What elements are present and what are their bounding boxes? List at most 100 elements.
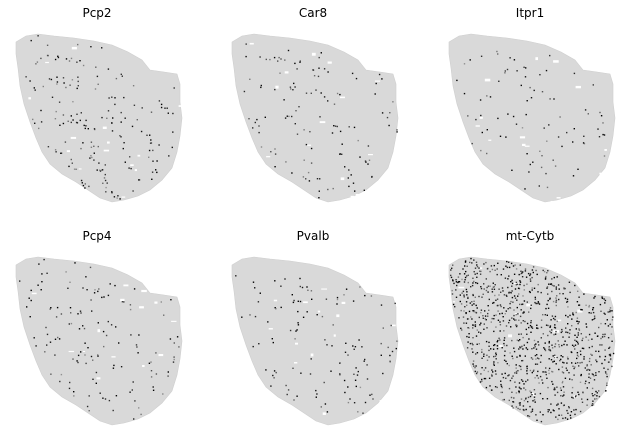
expression-point bbox=[538, 185, 540, 187]
expression-point bbox=[484, 377, 487, 380]
expression-point bbox=[104, 398, 107, 400]
expression-point bbox=[479, 273, 482, 275]
expression-point bbox=[38, 127, 40, 130]
expression-point bbox=[536, 273, 538, 276]
expression-point bbox=[121, 301, 124, 303]
expression-point bbox=[339, 373, 341, 375]
expression-point bbox=[503, 398, 505, 401]
expression-point bbox=[534, 298, 537, 300]
expression-point bbox=[555, 286, 557, 288]
expression-point bbox=[570, 417, 572, 419]
expression-point bbox=[45, 326, 47, 329]
expression-point bbox=[545, 172, 547, 175]
expression-point bbox=[30, 39, 32, 42]
expression-point bbox=[114, 103, 116, 106]
expression-point bbox=[341, 143, 343, 145]
expression-point bbox=[70, 121, 72, 124]
expression-point bbox=[252, 127, 254, 129]
expression-point bbox=[104, 179, 107, 182]
expression-point bbox=[560, 355, 562, 357]
expression-point bbox=[524, 389, 527, 391]
expression-point bbox=[90, 146, 93, 148]
expression-point bbox=[336, 303, 338, 305]
expression-point bbox=[559, 387, 562, 389]
expression-point bbox=[573, 345, 575, 348]
expression-point bbox=[575, 328, 577, 330]
expression-point bbox=[484, 315, 487, 317]
expression-point bbox=[526, 153, 528, 155]
expression-point bbox=[500, 385, 503, 387]
expression-point bbox=[450, 269, 452, 271]
tissue-gap bbox=[355, 193, 361, 196]
expression-point bbox=[492, 371, 494, 373]
expression-point bbox=[160, 103, 163, 106]
expression-point bbox=[293, 399, 295, 401]
expression-point bbox=[395, 347, 397, 350]
expression-point bbox=[457, 276, 460, 278]
expression-point bbox=[503, 342, 505, 345]
expression-point bbox=[522, 348, 524, 350]
expression-point bbox=[54, 58, 57, 61]
expression-point bbox=[476, 266, 479, 268]
expression-point bbox=[450, 274, 452, 277]
expression-point bbox=[70, 115, 72, 117]
expression-point bbox=[471, 284, 474, 287]
expression-point bbox=[334, 125, 337, 127]
expression-point bbox=[471, 142, 473, 145]
expression-point bbox=[521, 360, 523, 362]
expression-point bbox=[529, 86, 531, 89]
tissue-gap bbox=[499, 344, 503, 347]
expression-point bbox=[456, 79, 458, 82]
expression-point bbox=[530, 304, 532, 306]
expression-point bbox=[511, 339, 513, 342]
expression-point bbox=[474, 366, 476, 369]
expression-point bbox=[554, 354, 556, 356]
expression-point bbox=[579, 350, 582, 352]
expression-point bbox=[545, 69, 548, 72]
expression-point bbox=[280, 58, 282, 60]
expression-point bbox=[540, 319, 543, 321]
expression-point bbox=[341, 153, 343, 155]
expression-point bbox=[555, 300, 557, 302]
expression-point bbox=[122, 147, 124, 150]
expression-point bbox=[99, 392, 101, 394]
expression-point bbox=[59, 380, 61, 383]
tissue-gap bbox=[513, 282, 520, 285]
expression-point bbox=[348, 169, 350, 171]
expression-point bbox=[551, 284, 554, 287]
tissue-gap bbox=[374, 80, 381, 82]
expression-point bbox=[468, 333, 470, 335]
expression-point bbox=[310, 92, 312, 94]
expression-point bbox=[37, 35, 39, 37]
expression-point bbox=[352, 300, 355, 302]
expression-point bbox=[101, 296, 103, 299]
expression-point bbox=[559, 116, 561, 118]
expression-point bbox=[501, 391, 503, 394]
expression-point bbox=[371, 393, 373, 396]
expression-point bbox=[107, 68, 110, 70]
expression-point bbox=[503, 339, 505, 341]
expression-point bbox=[519, 355, 521, 357]
expression-point bbox=[550, 332, 552, 334]
expression-point bbox=[260, 84, 262, 87]
expression-point bbox=[476, 264, 478, 266]
expression-point bbox=[461, 278, 463, 281]
expression-point bbox=[577, 322, 579, 325]
expression-point bbox=[476, 276, 478, 278]
expression-point bbox=[531, 410, 534, 412]
expression-point bbox=[583, 356, 585, 358]
expression-point bbox=[582, 347, 585, 350]
expression-point bbox=[490, 348, 492, 350]
expression-point bbox=[305, 143, 308, 146]
expression-point bbox=[559, 359, 561, 362]
expression-point bbox=[343, 294, 345, 296]
expression-point bbox=[471, 301, 473, 303]
expression-point bbox=[366, 378, 369, 380]
expression-point bbox=[584, 367, 586, 369]
expression-point bbox=[549, 326, 551, 328]
expression-point bbox=[295, 110, 297, 112]
expression-point bbox=[533, 89, 535, 92]
expression-point bbox=[581, 361, 583, 364]
expression-point bbox=[156, 160, 158, 162]
expression-point bbox=[520, 388, 522, 390]
